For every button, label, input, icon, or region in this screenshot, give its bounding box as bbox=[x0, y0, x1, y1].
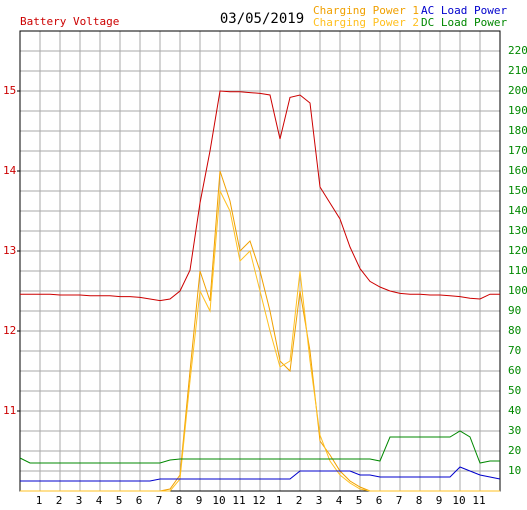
series-line bbox=[20, 189, 500, 492]
y2-tick-label: 190 bbox=[508, 104, 527, 117]
series-line bbox=[20, 466, 501, 482]
x-tick-label: 3 bbox=[316, 494, 323, 507]
x-tick-label: 1 bbox=[276, 494, 283, 507]
x-tick-label: 12 bbox=[252, 494, 265, 507]
x-tick-label: 2 bbox=[296, 494, 303, 507]
x-tick-label: 3 bbox=[76, 494, 83, 507]
x-tick-label: 2 bbox=[56, 494, 63, 507]
x-tick-label: 1 bbox=[36, 494, 43, 507]
plot-border bbox=[19, 30, 501, 492]
y2-tick-label: 160 bbox=[508, 164, 527, 177]
y-tick-label: 15 bbox=[3, 84, 16, 97]
y2-tick-label: 60 bbox=[508, 364, 521, 377]
x-tick-label: 5 bbox=[116, 494, 123, 507]
legend-entry: DC Load Power bbox=[421, 16, 507, 29]
y2-tick-label: 40 bbox=[508, 404, 521, 417]
x-tick-label: 9 bbox=[436, 494, 443, 507]
y2-tick-label: 30 bbox=[508, 424, 521, 437]
x-tick-label: 7 bbox=[396, 494, 403, 507]
x-tick-label: 9 bbox=[196, 494, 203, 507]
series-line bbox=[20, 90, 500, 302]
x-tick-label: 10 bbox=[452, 494, 465, 507]
y2-tick-label: 50 bbox=[508, 384, 521, 397]
y-tick-label: 11 bbox=[3, 404, 16, 417]
y2-tick-label: 20 bbox=[508, 444, 521, 457]
y-tick-label: 13 bbox=[3, 244, 16, 257]
x-tick-label: 6 bbox=[136, 494, 143, 507]
y-tick-label: 12 bbox=[3, 324, 16, 337]
legend-entry: AC Load Power bbox=[421, 4, 507, 17]
y2-tick-label: 90 bbox=[508, 304, 521, 317]
series-line bbox=[19, 430, 500, 464]
y2-tick-label: 110 bbox=[508, 264, 527, 277]
y2-tick-label: 210 bbox=[508, 64, 527, 77]
x-tick-label: 8 bbox=[416, 494, 423, 507]
x-tick-label: 11 bbox=[232, 494, 245, 507]
y2-tick-label: 80 bbox=[508, 324, 521, 337]
y2-tick-label: 10 bbox=[508, 464, 521, 477]
chart-title: 03/05/2019 bbox=[220, 11, 304, 27]
y2-tick-label: 130 bbox=[508, 224, 527, 237]
x-tick-label: 7 bbox=[156, 494, 163, 507]
y2-tick-label: 70 bbox=[508, 344, 521, 357]
y-tick-label: 14 bbox=[3, 164, 17, 177]
x-tick-label: 8 bbox=[176, 494, 183, 507]
x-tick-label: 4 bbox=[336, 494, 343, 507]
x-tick-label: 11 bbox=[472, 494, 485, 507]
y2-tick-label: 140 bbox=[508, 204, 527, 217]
x-tick-label: 10 bbox=[212, 494, 225, 507]
legend-entry: Battery Voltage bbox=[20, 15, 119, 28]
x-tick-label: 6 bbox=[376, 494, 383, 507]
legend-entry: Charging Power 2 bbox=[313, 16, 419, 29]
y2-tick-label: 100 bbox=[508, 284, 527, 297]
x-tick-label: 5 bbox=[356, 494, 363, 507]
y2-tick-label: 200 bbox=[508, 84, 527, 97]
x-tick-label: 4 bbox=[96, 494, 103, 507]
y2-tick-label: 150 bbox=[508, 184, 527, 197]
y2-tick-label: 180 bbox=[508, 124, 527, 137]
y2-tick-label: 170 bbox=[508, 144, 527, 157]
y2-tick-label: 120 bbox=[508, 244, 527, 257]
legend-entry: Charging Power 1 bbox=[313, 4, 419, 17]
y2-tick-label: 220 bbox=[508, 44, 527, 57]
